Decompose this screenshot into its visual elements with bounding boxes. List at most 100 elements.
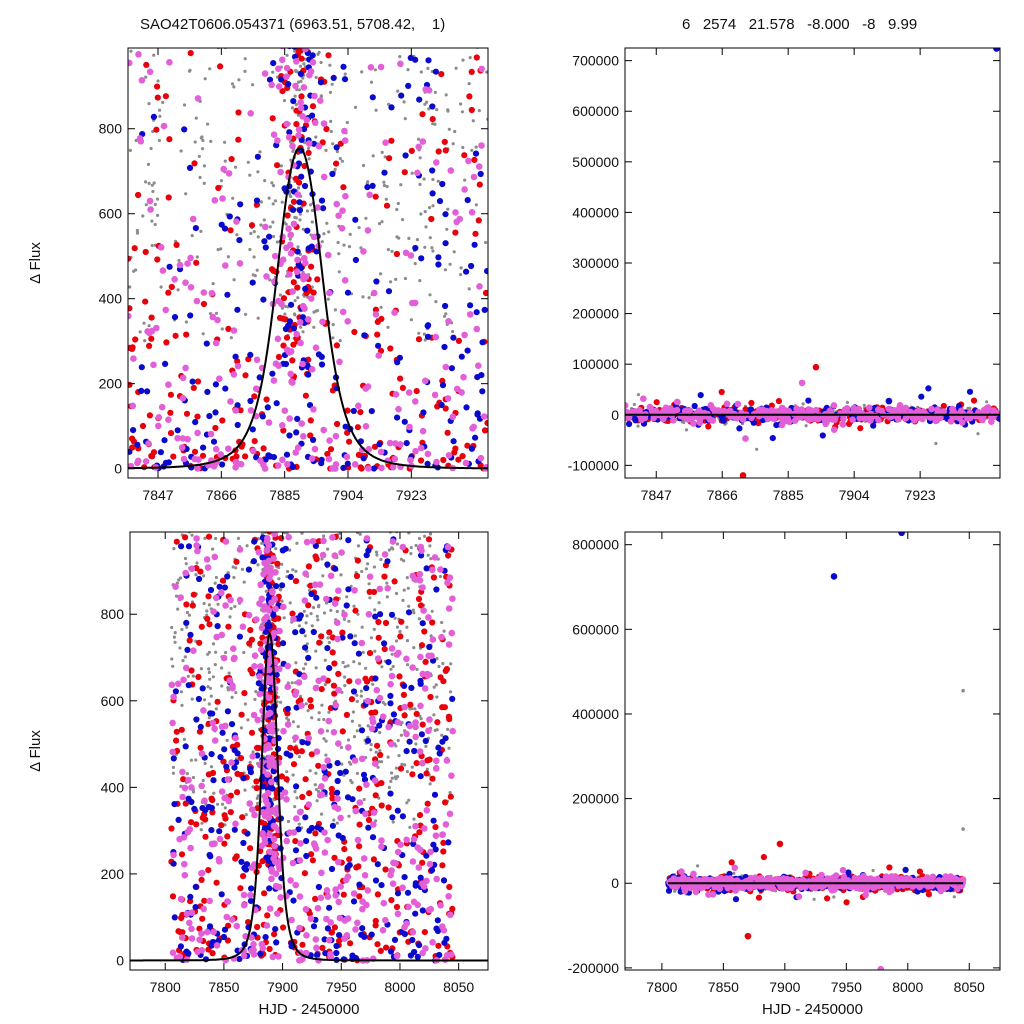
top-left-point-pink (344, 318, 352, 325)
top-left-point-gray (474, 145, 478, 149)
bottom-left-point-gray (383, 702, 387, 706)
bottom-left-point-gray (356, 612, 360, 616)
top-left-point-pink (233, 218, 240, 225)
bottom-left-point-gray (339, 573, 343, 577)
bottom-left-point-red (348, 696, 355, 703)
top-left-point-gray (197, 154, 201, 158)
bottom-left-point-gray (220, 684, 224, 688)
top-left-point-blue (162, 360, 169, 367)
bottom-left-point-gray (207, 603, 211, 607)
bottom-left-point-pink (284, 721, 292, 728)
top-left-point-red (468, 106, 475, 114)
bottom-left-point-blue (417, 874, 424, 881)
bottom-left-point-gray (352, 735, 357, 739)
bottom-left-point-red (284, 710, 291, 717)
top-left-point-blue (166, 263, 173, 270)
top-left-point-red (172, 332, 179, 339)
bottom-left-point-gray (178, 646, 182, 650)
bottom-left-point-pink (258, 842, 266, 850)
bottom-left-point-gray (274, 547, 278, 551)
top-left-point-gray (243, 57, 247, 61)
top-left-point-red (334, 420, 341, 428)
bottom-left-point-gray (231, 565, 235, 569)
top-left-point-blue (249, 426, 256, 433)
top-left-point-gray (268, 278, 272, 282)
top-left-point-blue (474, 410, 481, 417)
top-left-point-pink (171, 276, 178, 283)
bottom-left-point-red (356, 843, 363, 850)
top-right-point-blue (870, 422, 877, 429)
bottom-left-point-gray (349, 762, 353, 766)
bottom-left-point-gray (402, 559, 406, 563)
top-left-point-gray (330, 82, 334, 86)
top-right-outlier-red (739, 472, 747, 478)
bottom-left-point-red (430, 574, 437, 581)
top-left-point-gray (308, 45, 311, 48)
top-left-point-pink (295, 126, 303, 133)
bottom-left-point-pink (268, 778, 275, 786)
bottom-left-point-red (292, 578, 300, 585)
top-left-point-gray (290, 106, 294, 110)
bottom-left-point-pink (323, 887, 331, 894)
top-left-point-gray (184, 192, 188, 196)
bottom-left-point-pink (283, 796, 290, 803)
bottom-left-point-blue (378, 882, 385, 889)
top-right-point-gray (680, 420, 685, 424)
top-left-point-gray (402, 100, 406, 104)
bottom-left-point-gray (179, 690, 184, 694)
bottom-left-point-blue (358, 931, 365, 938)
bottom-left-point-pink (220, 654, 228, 662)
top-left-point-red (324, 450, 331, 458)
top-left-point-red (135, 191, 142, 199)
top-left-point-pink (275, 297, 282, 305)
top-left-point-gray (453, 129, 457, 134)
top-right-point-blue (769, 435, 776, 442)
top-left-point-pink (289, 142, 296, 150)
top-left-point-blue (253, 197, 261, 204)
bottom-left-point-pink (360, 855, 368, 862)
bottom-left-point-pink (389, 880, 397, 887)
top-left-point-pink (194, 465, 201, 472)
bottom-left-point-blue (192, 904, 199, 911)
bottom-left-point-blue (183, 619, 190, 627)
bottom-left-point-gray (408, 825, 412, 829)
top-left-point-gray (150, 243, 154, 248)
bottom-left-point-pink (371, 777, 379, 784)
bottom-left-point-blue (417, 680, 424, 688)
bottom-left-point-blue (266, 885, 273, 892)
top-left-point-gray (361, 295, 365, 299)
bottom-left-point-pink (312, 684, 320, 692)
top-left-point-blue (286, 432, 293, 439)
bottom-left-point-pink (268, 875, 275, 883)
top-left-point-blue (256, 374, 263, 381)
bottom-left-point-red (205, 867, 212, 874)
top-right-point-pink (830, 402, 838, 409)
top-right-point-gray (968, 406, 972, 410)
top-left-point-gray (129, 49, 133, 53)
top-left-point-gray (331, 336, 335, 340)
top-left-point-red (242, 453, 249, 460)
bottom-left-point-blue (443, 935, 450, 942)
bottom-left-point-gray (170, 625, 174, 630)
top-left-point-red (215, 184, 222, 192)
bottom-left-point-pink (170, 693, 177, 701)
bottom-left-point-gray (315, 799, 319, 803)
bottom-left-point-pink (263, 613, 271, 621)
bottom-left-point-gray (310, 624, 314, 628)
bottom-left-point-blue (374, 861, 381, 868)
top-left-point-red (388, 137, 395, 144)
top-left-point-gray (431, 177, 435, 182)
top-left-point-blue (435, 261, 442, 268)
top-left-point-gray (353, 105, 358, 109)
top-left-point-pink (458, 389, 465, 396)
bottom-left-point-gray (224, 650, 228, 655)
top-right-y-tick-label: 700000 (572, 53, 619, 69)
bottom-left-point-pink (169, 949, 177, 956)
top-left-point-gray (380, 150, 384, 154)
top-left-point-blue (283, 451, 291, 458)
top-left-point-blue (464, 347, 471, 354)
bottom-left-point-pink (181, 860, 188, 868)
top-left-point-red (128, 255, 132, 262)
top-left-point-gray (345, 120, 349, 125)
bottom-left-point-pink (412, 576, 420, 583)
